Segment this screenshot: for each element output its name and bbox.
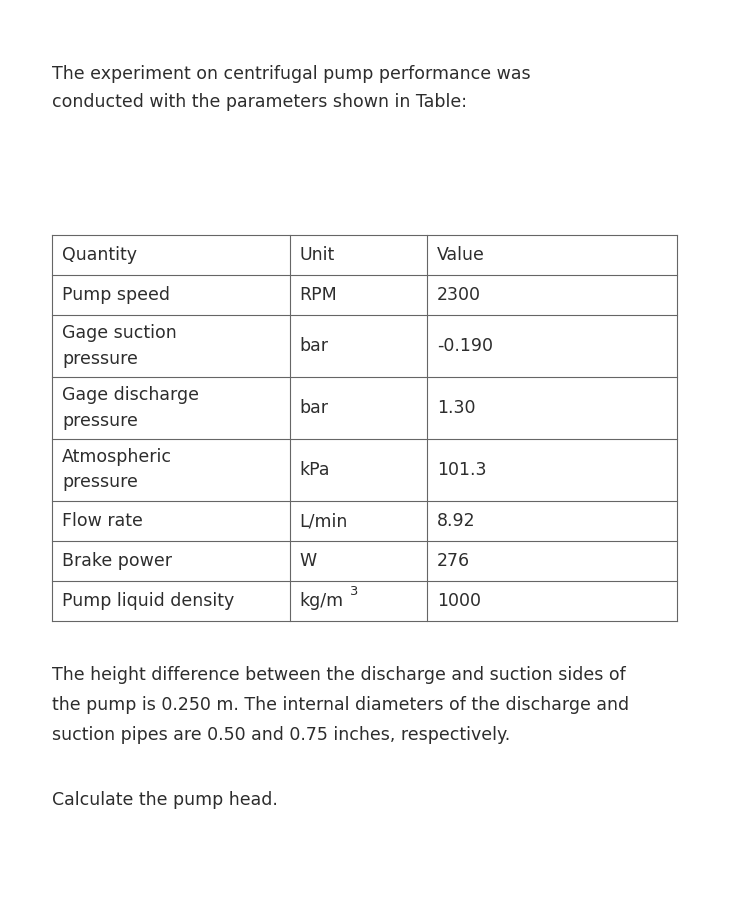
Text: Pump liquid density: Pump liquid density xyxy=(62,592,234,610)
Text: The experiment on centrifugal pump performance was: The experiment on centrifugal pump perfo… xyxy=(52,65,531,83)
Text: W: W xyxy=(300,552,316,570)
Text: Unit: Unit xyxy=(300,246,335,264)
Text: L/min: L/min xyxy=(300,512,348,530)
Text: 8.92: 8.92 xyxy=(437,512,475,530)
Text: 276: 276 xyxy=(437,552,470,570)
Text: Calculate the pump head.: Calculate the pump head. xyxy=(52,791,278,809)
Text: kPa: kPa xyxy=(300,461,330,479)
Text: suction pipes are 0.50 and 0.75 inches, respectively.: suction pipes are 0.50 and 0.75 inches, … xyxy=(52,726,510,744)
Text: The height difference between the discharge and suction sides of: The height difference between the discha… xyxy=(52,666,625,684)
Text: conducted with the parameters shown in Table:: conducted with the parameters shown in T… xyxy=(52,93,467,111)
Text: Brake power: Brake power xyxy=(62,552,172,570)
Text: bar: bar xyxy=(300,399,329,417)
Text: the pump is 0.250 m. The internal diameters of the discharge and: the pump is 0.250 m. The internal diamet… xyxy=(52,696,629,714)
Text: -0.190: -0.190 xyxy=(437,337,493,355)
Text: 101.3: 101.3 xyxy=(437,461,486,479)
Text: 3: 3 xyxy=(349,584,358,597)
Text: Pump speed: Pump speed xyxy=(62,286,170,304)
Text: Value: Value xyxy=(437,246,485,264)
Text: RPM: RPM xyxy=(300,286,338,304)
Text: bar: bar xyxy=(300,337,329,355)
Text: 1.30: 1.30 xyxy=(437,399,475,417)
Text: 2300: 2300 xyxy=(437,286,481,304)
Text: Gage discharge
pressure: Gage discharge pressure xyxy=(62,386,199,429)
Text: Gage suction
pressure: Gage suction pressure xyxy=(62,325,176,367)
Text: 1000: 1000 xyxy=(437,592,481,610)
Text: Flow rate: Flow rate xyxy=(62,512,143,530)
Text: Atmospheric
pressure: Atmospheric pressure xyxy=(62,448,172,492)
Text: Quantity: Quantity xyxy=(62,246,137,264)
Text: kg/m: kg/m xyxy=(300,592,343,610)
